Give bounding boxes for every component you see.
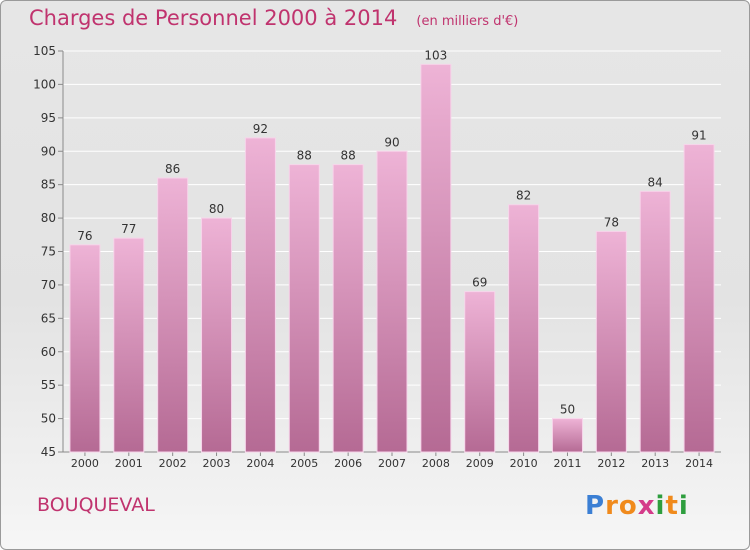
data-label: 69 (472, 276, 487, 290)
data-label: 88 (340, 149, 355, 163)
x-tick-label: 2012 (597, 457, 625, 470)
y-tick-label: 75 (41, 245, 56, 259)
y-tick-labels: 45 50 55 60 65 70 75 80 85 90 95 100 105 (33, 44, 56, 459)
data-label: 88 (297, 149, 312, 163)
x-tick-label: 2000 (71, 457, 99, 470)
data-labels: 76 77 86 80 92 88 88 90 103 69 82 50 78 84 91 (77, 48, 706, 416)
x-tick-label: 2005 (290, 457, 318, 470)
bar (595, 230, 627, 453)
bar (288, 164, 320, 453)
data-label: 80 (209, 202, 224, 216)
commune-name: BOUQUEVAL (37, 494, 155, 516)
y-tick-label: 100 (33, 77, 56, 91)
y-tick-label: 60 (41, 345, 56, 359)
bar (332, 164, 364, 453)
bar (113, 237, 145, 453)
logo-letter: r (605, 491, 619, 521)
title-row: Charges de Personnel 2000 à 2014 (en mil… (29, 6, 518, 30)
logo-letter: i (678, 491, 689, 521)
bar (69, 244, 101, 453)
bar (420, 63, 452, 453)
data-label: 50 (560, 403, 575, 417)
data-label: 78 (604, 215, 619, 229)
logo-letter: i (655, 491, 666, 521)
x-tick-label: 2004 (246, 457, 274, 470)
data-label: 90 (384, 135, 399, 149)
data-label: 103 (424, 48, 447, 62)
data-label: 92 (253, 122, 268, 136)
x-tick-label: 2014 (685, 457, 713, 470)
bar (376, 150, 408, 453)
x-tick-label: 2011 (553, 457, 581, 470)
x-tick-label: 2010 (510, 457, 538, 470)
y-tick-label: 70 (41, 278, 56, 292)
y-tick-label: 45 (41, 445, 56, 459)
data-label: 84 (648, 175, 663, 189)
bar (508, 204, 540, 453)
y-tick-label: 90 (41, 144, 56, 158)
data-label: 76 (77, 229, 92, 243)
x-tick-label: 2006 (334, 457, 362, 470)
x-tick-label: 2013 (641, 457, 669, 470)
bar (244, 137, 276, 453)
bar (683, 144, 715, 453)
data-label: 82 (516, 189, 531, 203)
x-tick-label: 2002 (159, 457, 187, 470)
proxiti-logo: Proxiti (585, 491, 689, 521)
x-tick-labels: 2000 2001 2002 2003 2004 2005 2006 2007 2008 2009… (71, 457, 713, 470)
x-tick-label: 2001 (115, 457, 143, 470)
y-tick-label: 85 (41, 178, 56, 192)
bar (464, 291, 496, 453)
unit-note: (en milliers d'€) (416, 14, 519, 29)
y-tick-label: 95 (41, 111, 56, 125)
logo-letter: x (637, 491, 656, 521)
bar (201, 217, 233, 453)
chart-title: Charges de Personnel 2000 à 2014 (29, 6, 398, 30)
bar (157, 177, 189, 453)
y-tick-label: 55 (41, 378, 56, 392)
x-tick-label: 2003 (203, 457, 231, 470)
x-tick-label: 2007 (378, 457, 406, 470)
data-label: 86 (165, 162, 180, 176)
data-label: 91 (691, 129, 706, 143)
bar (551, 418, 583, 453)
logo-letter: t (665, 491, 679, 521)
y-tick-label: 105 (33, 44, 56, 58)
y-tick-label: 80 (41, 211, 56, 225)
logo-letter: o (618, 491, 638, 521)
y-tick-label: 50 (41, 412, 56, 426)
data-label: 77 (121, 222, 136, 236)
x-tick-label: 2008 (422, 457, 450, 470)
bar (639, 190, 671, 453)
y-tick-label: 65 (41, 311, 56, 325)
x-tick-label: 2009 (466, 457, 494, 470)
bars (69, 63, 715, 453)
logo-letter: P (585, 491, 606, 521)
